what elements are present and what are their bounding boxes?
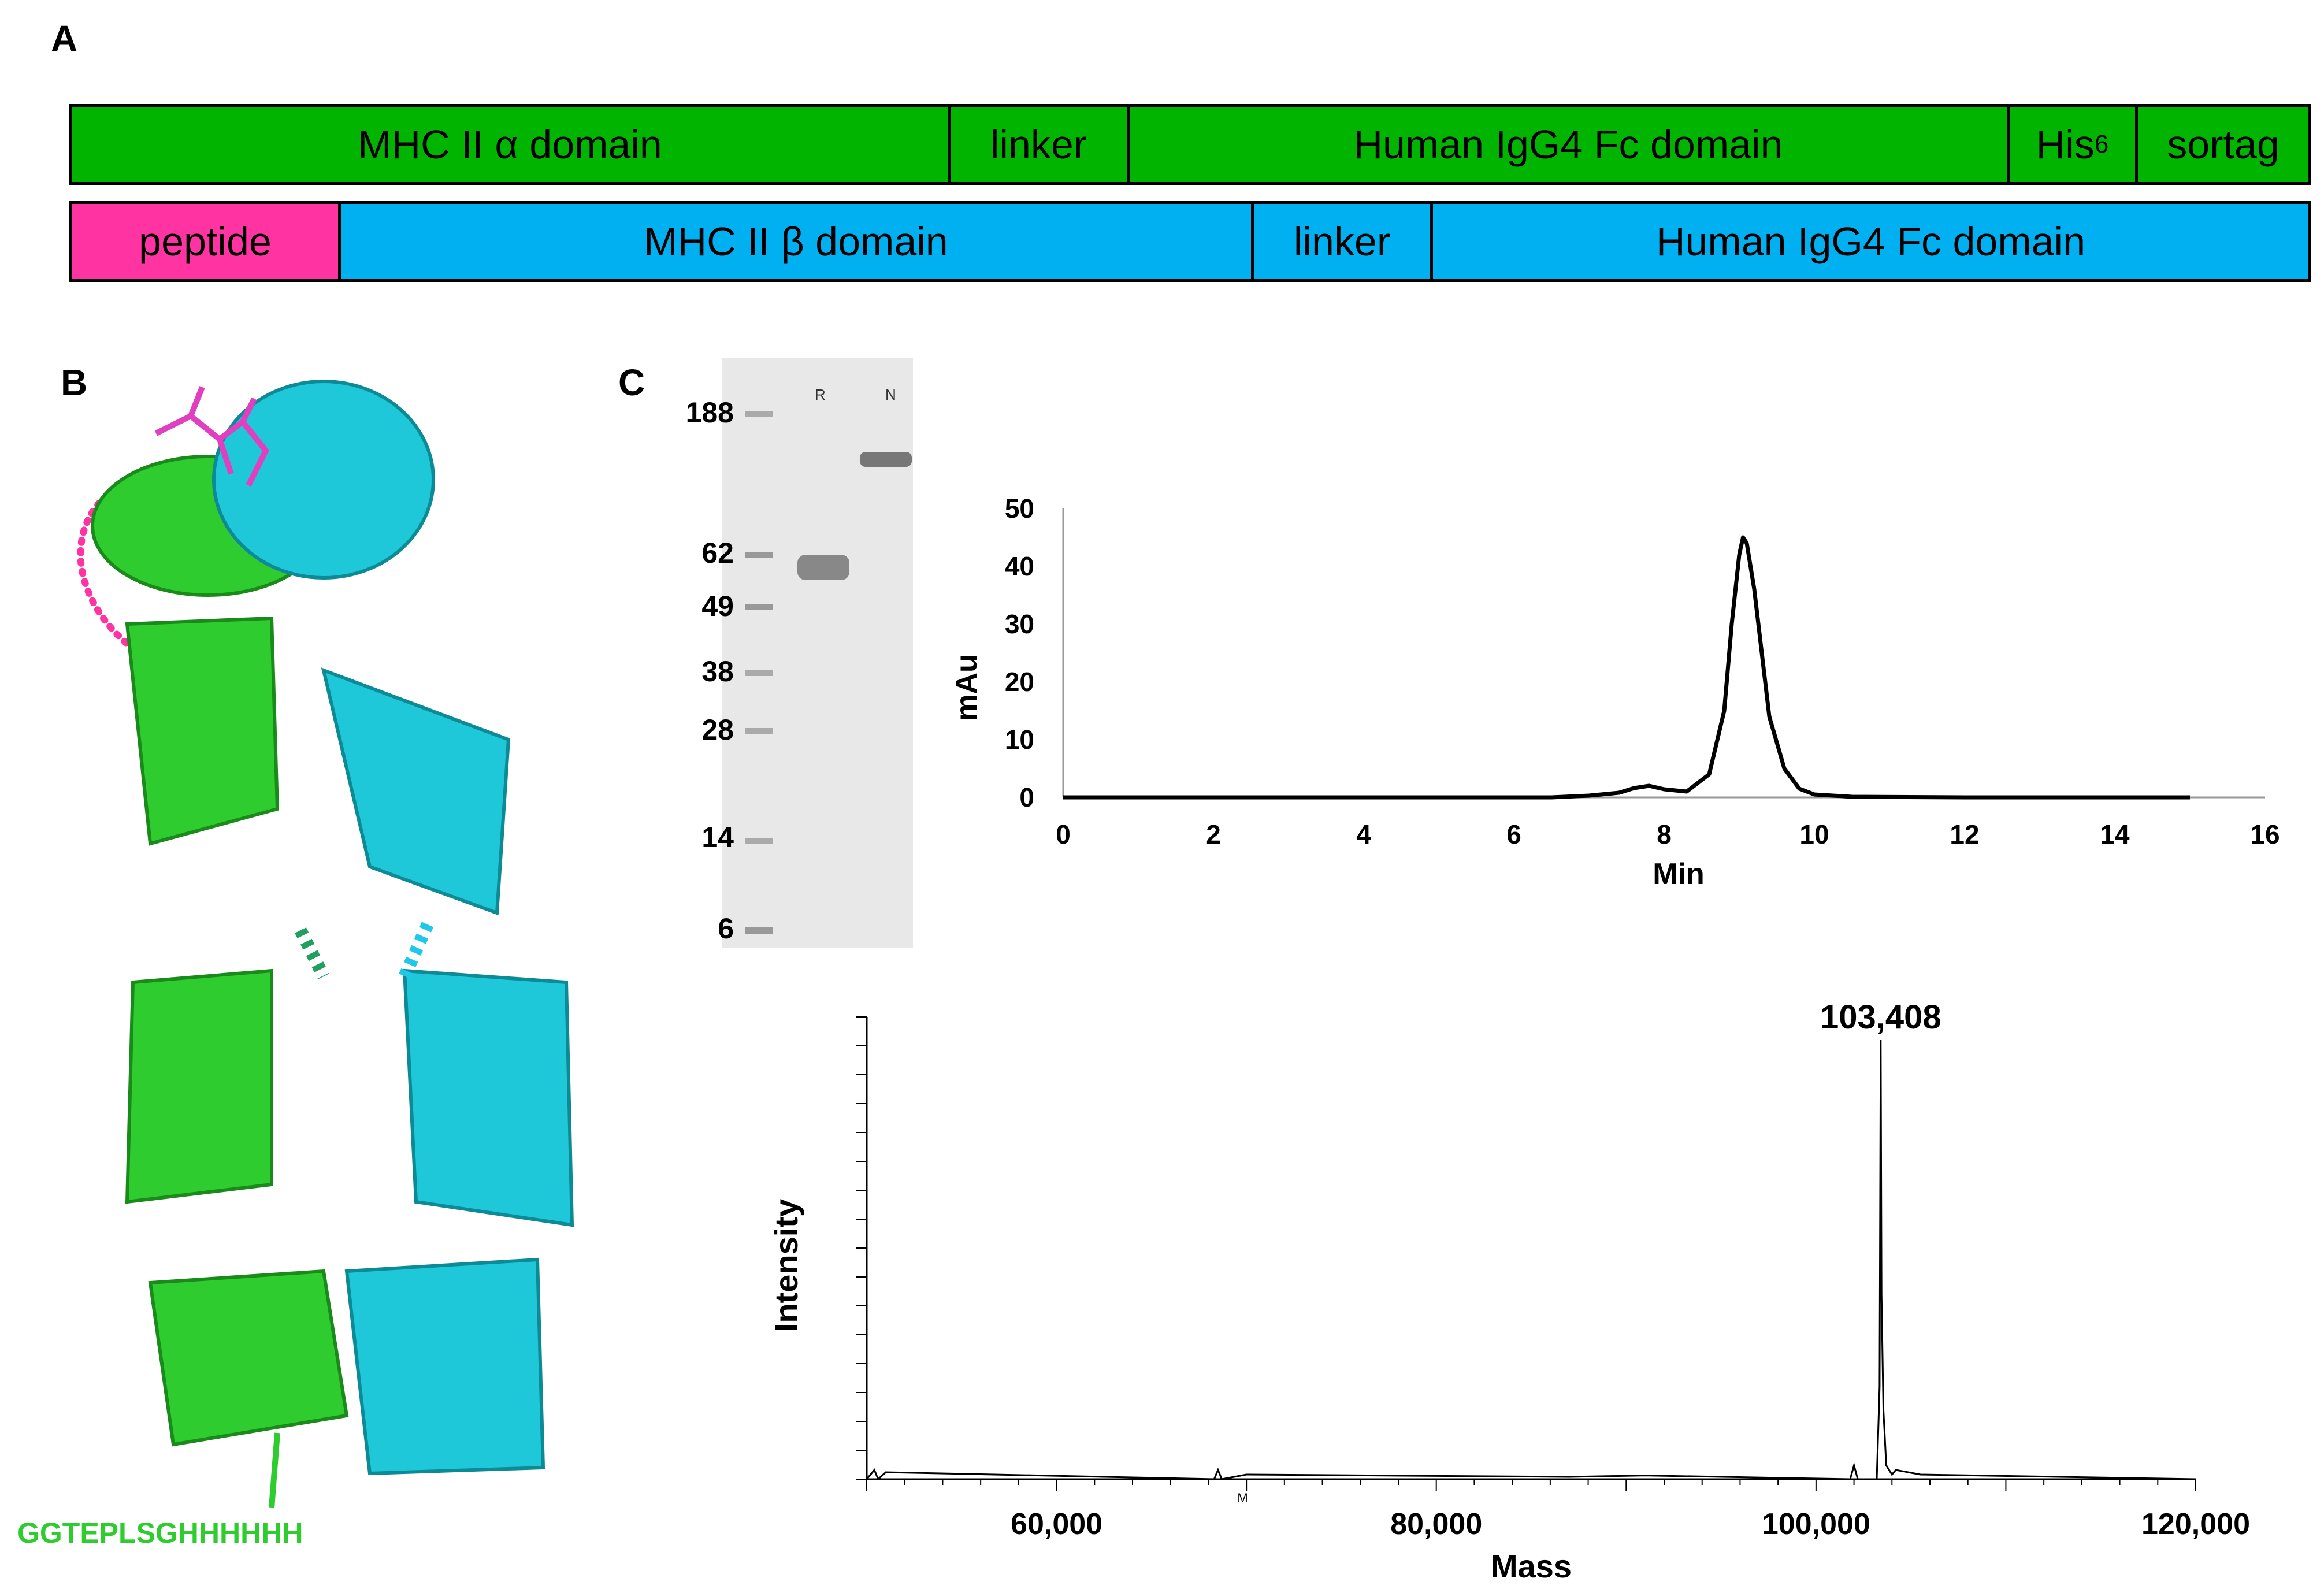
ladder-band bbox=[745, 411, 773, 417]
ladder-band bbox=[745, 927, 773, 934]
sec-y-tick-label: 20 bbox=[1005, 667, 1034, 697]
reduced-band bbox=[797, 555, 849, 580]
ms-x-tick-label: 100,000 bbox=[1762, 1507, 1870, 1541]
sds-page-gel: R N bbox=[722, 358, 913, 948]
ms-y-axis-label: Intensity bbox=[768, 1199, 804, 1332]
sec-trace-line bbox=[1063, 537, 2190, 797]
ladder-band bbox=[745, 604, 773, 610]
sec-x-tick-label: 6 bbox=[1506, 819, 1521, 849]
mw-marker-62: 62 bbox=[664, 536, 734, 570]
ms-axis-mark: M bbox=[1237, 1491, 1248, 1505]
segment-alpha-fc: Human IgG4 Fc domain bbox=[1130, 107, 2010, 182]
sec-x-axis-label: Min bbox=[1653, 857, 1705, 891]
segment-mhc-alpha: MHC II α domain bbox=[72, 107, 951, 182]
ms-x-tick-label: 80,000 bbox=[1390, 1507, 1482, 1541]
sortag-sequence-label: GGTEPLSGHHHHHH bbox=[17, 1517, 303, 1549]
segment-his-tag: His 6 bbox=[2010, 107, 2138, 182]
sec-y-tick-label: 50 bbox=[1005, 493, 1034, 523]
alpha-hinge-dotted bbox=[300, 930, 324, 976]
segment-beta-fc: Human IgG4 Fc domain bbox=[1433, 204, 2308, 279]
his-subscript: 6 bbox=[2095, 130, 2108, 159]
ladder-band bbox=[745, 838, 773, 844]
segment-sortag: sortag bbox=[2138, 107, 2308, 182]
segment-alpha-linker: linker bbox=[951, 107, 1130, 182]
mass-spectrum: 60,000 80,000 100,000 120,000 M Mass Intensity… bbox=[751, 994, 2311, 1589]
sec-x-tick-label: 8 bbox=[1657, 819, 1672, 849]
alpha-chain-construct: MHC II α domain linker Human IgG4 Fc dom… bbox=[69, 104, 2311, 185]
sec-y-tick-label: 40 bbox=[1005, 551, 1034, 581]
alpha-chain-ribbon bbox=[92, 456, 347, 1445]
ms-spectrum-line bbox=[867, 1040, 2196, 1479]
mw-marker-28: 28 bbox=[664, 713, 734, 747]
mw-marker-38: 38 bbox=[664, 655, 734, 688]
ms-x-tick-label: 120,000 bbox=[2141, 1507, 2250, 1541]
ms-x-axis-label: Mass bbox=[1491, 1548, 1572, 1584]
sec-y-axis-label: mAu bbox=[950, 654, 983, 721]
ms-peak-label: 103,408 bbox=[1820, 998, 1941, 1036]
segment-mhc-beta: MHC II β domain bbox=[341, 204, 1254, 279]
ladder-band bbox=[745, 728, 773, 734]
ladder-band bbox=[745, 670, 773, 676]
sec-x-tick-label: 10 bbox=[1799, 819, 1829, 849]
beta-hinge-dotted bbox=[404, 924, 428, 976]
sec-x-tick-label: 16 bbox=[2250, 819, 2280, 849]
sec-x-tick-label: 0 bbox=[1056, 819, 1071, 849]
ladder-band bbox=[745, 552, 773, 558]
segment-peptide: peptide bbox=[72, 204, 341, 279]
mw-marker-188: 188 bbox=[664, 396, 734, 429]
protein-structure-illustration: GGTEPLSGHHHHHH bbox=[0, 347, 636, 1589]
mw-marker-49: 49 bbox=[664, 589, 734, 623]
nonreduced-band bbox=[860, 452, 912, 467]
sec-x-tick-label: 2 bbox=[1206, 819, 1221, 849]
panel-label-a: A bbox=[51, 17, 77, 60]
sec-y-tick-label: 10 bbox=[1005, 725, 1034, 755]
sec-y-tick-label: 30 bbox=[1005, 609, 1034, 639]
sec-y-tick-label: 0 bbox=[1019, 782, 1034, 812]
sec-chromatogram: 0 2 4 6 8 10 12 14 16 0 10 20 30 40 50 Min mAu bbox=[925, 485, 2323, 901]
segment-beta-linker: linker bbox=[1254, 204, 1433, 279]
c-terminal-tail bbox=[272, 1433, 277, 1508]
sec-x-tick-label: 4 bbox=[1356, 819, 1371, 849]
gel-lane-label-n: N bbox=[885, 386, 896, 404]
mw-marker-6: 6 bbox=[664, 912, 734, 945]
mw-marker-14: 14 bbox=[664, 820, 734, 854]
gel-lane-label-r: R bbox=[815, 386, 826, 404]
his-label: His bbox=[2036, 121, 2095, 168]
beta-chain-construct: peptide MHC II β domain linker Human IgG… bbox=[69, 201, 2311, 282]
ms-x-tick-label: 60,000 bbox=[1011, 1507, 1102, 1541]
sec-x-tick-label: 14 bbox=[2100, 819, 2130, 849]
sec-x-tick-label: 12 bbox=[1950, 819, 1979, 849]
